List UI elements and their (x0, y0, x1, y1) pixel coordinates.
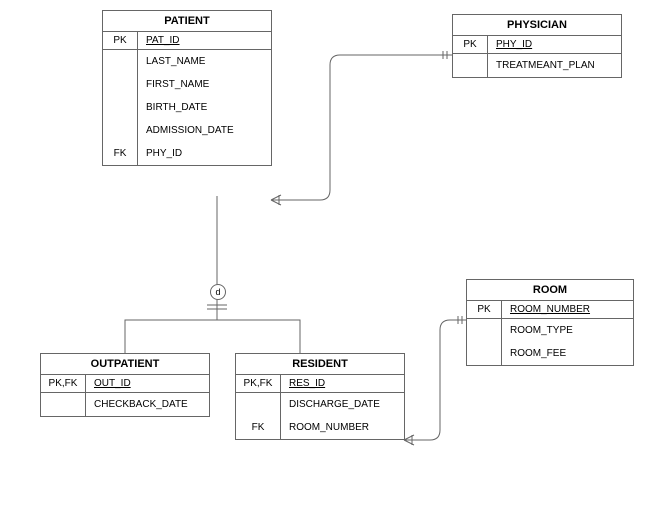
entity-title: ROOM (467, 280, 633, 301)
entity-patient: PATIENT PK FK PAT_ID LAST_NAME FIRST_NAM… (102, 10, 272, 166)
discriminator-badge: d (210, 284, 226, 300)
attr: TREATMEANT_PLAN (488, 54, 621, 77)
entity-room: ROOM PK ROOM_NUMBER ROOM_TYPE ROOM_FEE (466, 279, 634, 366)
attr: ROOM_TYPE (502, 319, 633, 342)
pk-attr: RES_ID (281, 375, 404, 393)
key-header: PK (467, 301, 501, 319)
entity-title: PATIENT (103, 11, 271, 32)
key-header: PK,FK (41, 375, 85, 393)
entity-title: OUTPATIENT (41, 354, 209, 375)
pk-attr: ROOM_NUMBER (502, 301, 633, 319)
fk-label: FK (103, 142, 137, 165)
attr: LAST_NAME (138, 50, 271, 73)
fk-attr: ROOM_NUMBER (281, 416, 404, 439)
er-diagram: { "diagram": { "type": "er-diagram", "ca… (0, 0, 651, 511)
attr: FIRST_NAME (138, 73, 271, 96)
key-header: PK (103, 32, 137, 50)
key-header: PK,FK (236, 375, 280, 393)
entity-title: RESIDENT (236, 354, 404, 375)
entity-title: PHYSICIAN (453, 15, 621, 36)
attr: BIRTH_DATE (138, 96, 271, 119)
attr: ADMISSION_DATE (138, 119, 271, 142)
fk-attr: PHY_ID (138, 142, 271, 165)
key-header: PK (453, 36, 487, 54)
pk-attr: PHY_ID (488, 36, 621, 54)
pk-attr: OUT_ID (86, 375, 209, 393)
attr: DISCHARGE_DATE (281, 393, 404, 416)
attr: ROOM_FEE (502, 342, 633, 365)
entity-physician: PHYSICIAN PK PHY_ID TREATMEANT_PLAN (452, 14, 622, 78)
pk-attr: PAT_ID (138, 32, 271, 50)
entity-outpatient: OUTPATIENT PK,FK OUT_ID CHECKBACK_DATE (40, 353, 210, 417)
fk-label: FK (236, 416, 280, 439)
attr: CHECKBACK_DATE (86, 393, 209, 416)
entity-resident: RESIDENT PK,FK FK RES_ID DISCHARGE_DATE … (235, 353, 405, 440)
